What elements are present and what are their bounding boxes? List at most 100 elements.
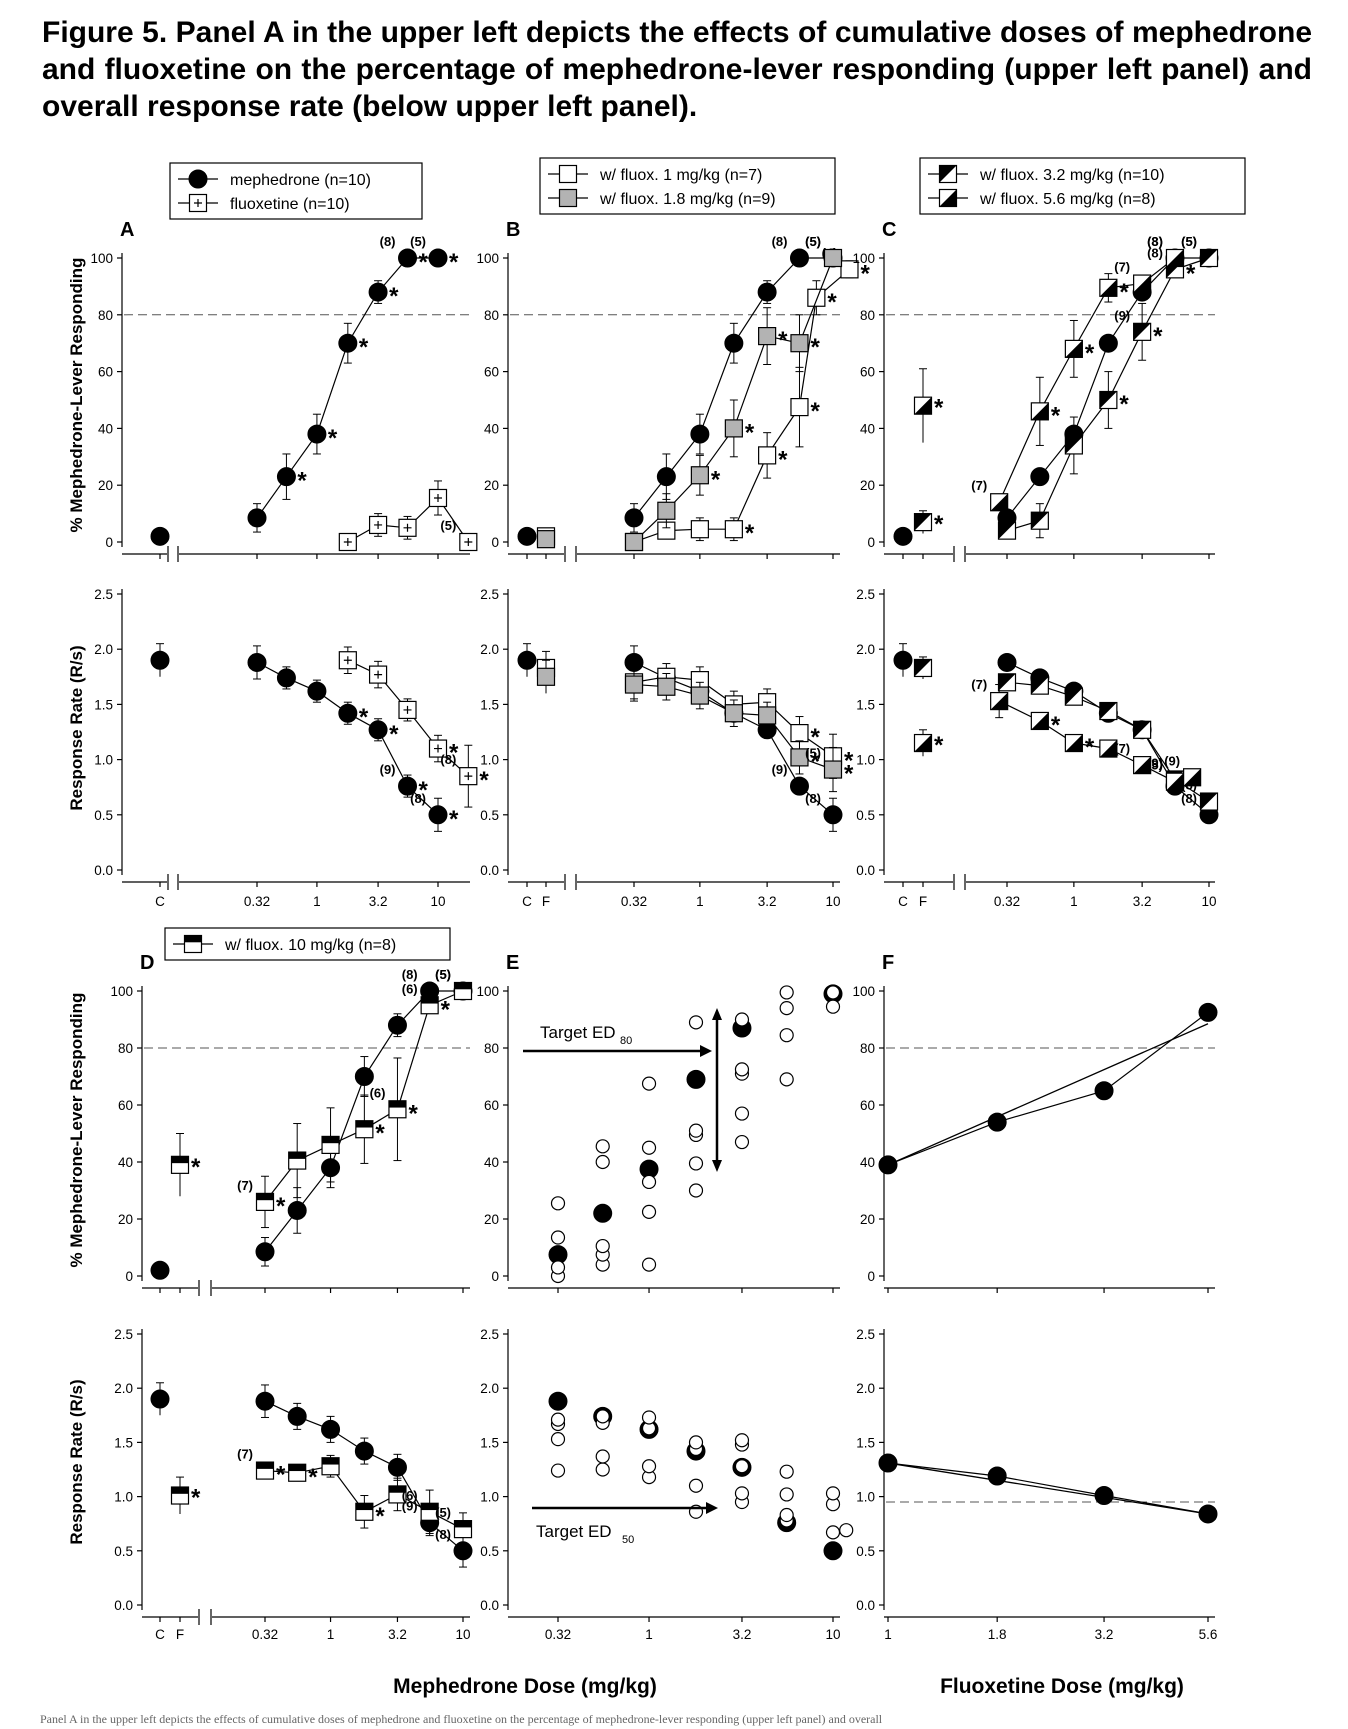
y-tick-label-F-percent-0: 0 — [867, 1269, 875, 1284]
data-point-E-percent-1-27 — [779, 985, 794, 1000]
x-tick-label-B-1: F — [542, 894, 550, 909]
data-point-C-rate-1-6-fill — [1200, 793, 1218, 811]
n-label-B-rate-0-5: (9) — [772, 762, 788, 777]
data-point-B-percent-2-4 — [758, 327, 777, 346]
y-tick-label-C-rate-4: 2.0 — [856, 642, 875, 657]
y-tick-label-A-rate-2: 1.0 — [94, 753, 113, 768]
panel-letter-D: D — [140, 952, 154, 974]
data-point-A-rate-0-5 — [398, 776, 418, 796]
y-tick-label-F-rate-4: 2.0 — [856, 1381, 875, 1396]
x-tick-label-D-4: 3.2 — [388, 1627, 407, 1642]
data-point-A-percent-1-3-plus — [434, 493, 442, 502]
y-tick-label-A-rate-0: 0.0 — [94, 863, 113, 878]
sig-star-C-rate-2-1: * — [1051, 712, 1061, 739]
data-point-A-rate-0-2 — [307, 681, 327, 701]
x-label-mephedrone: Mephedrone Dose (mg/kg) — [393, 1675, 657, 1698]
legend-marker-A-1-plus — [194, 199, 202, 207]
data-point-B-percent-0-5 — [789, 248, 809, 268]
data-point-A-rate-0-3 — [338, 703, 358, 723]
sig-star-B-rate-2-6: * — [844, 761, 854, 788]
data-point-D-rate-0-2 — [321, 1419, 341, 1439]
y-tick-label-B-percent-3: 60 — [484, 365, 499, 380]
x-tick-label-B-2: 0.32 — [621, 894, 647, 909]
y-tick-label-F-percent-2: 40 — [860, 1155, 875, 1170]
data-point-E-rate-1-15 — [688, 1435, 704, 1450]
y-tick-label-F-rate-3: 1.5 — [856, 1435, 875, 1450]
panel-letter-B: B — [506, 219, 520, 241]
y-tick-label-B-rate-3: 1.5 — [480, 697, 499, 712]
y-tick-label-D-rate-1: 0.5 — [114, 1544, 133, 1559]
plot-F-percent: 0 20 40 60 80 100 F — [852, 952, 1218, 1293]
y-tick-label-E-rate-3: 1.5 — [480, 1435, 499, 1450]
data-point-B-percent-1-2 — [690, 520, 709, 539]
n-label-D-percent-1-5: (6) — [402, 981, 418, 996]
data-point-D-percent-0-0 — [255, 1242, 275, 1262]
x-tick-label-D-5: 10 — [455, 1627, 470, 1642]
y-tick-label-B-percent-0: 0 — [491, 535, 499, 550]
sig-star-D-rate-1-0: * — [276, 1462, 286, 1489]
legend-label-C-0: w/ fluox. 3.2 mg/kg (n=10) — [979, 167, 1165, 184]
data-point-C-rate-1-1-fill — [1031, 677, 1049, 695]
panel-E: 0 20 40 60 80 100 E Target ED 80 0.0 0.5 1.0 1.5 2.0 2… — [476, 952, 854, 1642]
x-tick-label-D-1: F — [176, 1627, 184, 1642]
sig-star-A-rate-0-4: * — [389, 721, 399, 748]
control-marker-C-rate-2-0-fill — [914, 734, 932, 752]
sig-star-B-rate-1-6: * — [844, 747, 854, 774]
series-B-percent-2: * * * * (5) — [536, 234, 843, 552]
data-point-C-percent-2-1-fill — [1031, 402, 1049, 420]
figure-footer-text: Panel A in the upper left depicts the ef… — [40, 1712, 883, 1726]
y-tick-label-B-rate-5: 2.5 — [480, 587, 499, 602]
n-label-B-percent-0-6: (5) — [805, 234, 821, 249]
control-marker-C-percent-2-0-fill — [914, 397, 932, 415]
x-tick-label-E-2: 3.2 — [733, 1627, 752, 1642]
legend-label-A-1: fluoxetine (n=10) — [230, 196, 350, 213]
x-tick-label-C-1: F — [919, 894, 927, 909]
n-label-C-rate-0-6: (8) — [1181, 791, 1197, 806]
data-point-E-percent-1-20 — [734, 1106, 750, 1121]
legend-marker-C-0-fill — [939, 165, 957, 183]
x-tick-label-A-3: 3.2 — [369, 894, 388, 909]
sig-star-C-percent-1-4: * — [1153, 323, 1163, 350]
data-point-E-percent-1-7 — [595, 1154, 610, 1170]
series-E-rate-1 — [550, 1409, 854, 1540]
data-point-E-percent-1-6 — [595, 1238, 610, 1254]
y-tick-label-C-percent-2: 40 — [860, 421, 875, 436]
data-point-E-percent-1-17 — [688, 1123, 704, 1138]
data-point-B-percent-0-1 — [656, 467, 676, 487]
y-tick-label-C-rate-1: 0.5 — [856, 808, 875, 823]
data-point-E-percent-1-28 — [825, 999, 841, 1014]
control-marker-D-rate-0-0 — [150, 1389, 170, 1409]
x-label-fluoxetine: Fluoxetine Dose (mg/kg) — [940, 1675, 1184, 1698]
legend-D: w/ fluox. 10 mg/kg (n=8) — [164, 927, 451, 961]
n-label-B-percent-2-6: (5) — [805, 234, 821, 249]
data-point-C-percent-1-1-fill — [1031, 512, 1049, 530]
y-tick-label-C-rate-2: 1.0 — [856, 753, 875, 768]
data-point-E-rate-1-1 — [550, 1432, 566, 1447]
plot-F-rate: 0.0 0.5 1.0 1.5 2.0 2.5 1 1.8 3.2 5.6 — [856, 1327, 1218, 1642]
sig-star-B-percent-1-6: * — [827, 289, 837, 316]
data-point-C-rate-1-2-fill — [1065, 688, 1083, 706]
y-tick-label-A-percent-4: 80 — [98, 308, 113, 323]
n-label-C-percent-0-5: (8) — [1147, 234, 1163, 249]
legend-box-A — [169, 162, 423, 220]
data-point-D-percent-0-1 — [287, 1200, 307, 1220]
sig-star-A-rate-0-5: * — [419, 777, 429, 804]
n-label-C-percent-1-4: (9) — [1114, 308, 1130, 323]
n-label-A-rate-0-6: (8) — [410, 791, 426, 806]
y-tick-label-C-rate-3: 1.5 — [856, 697, 875, 712]
data-point-C-rate-0-0 — [997, 652, 1017, 672]
control-marker-B-percent-0-0 — [517, 526, 537, 546]
y-tick-label-B-rate-4: 2.0 — [480, 642, 499, 657]
data-point-C-percent-0-3 — [1098, 333, 1118, 353]
y-label-percent-bottom: % Mephedrone-Lever Responding — [67, 993, 86, 1268]
sig-star-B-percent-2-5: * — [810, 334, 820, 361]
sig-star-C-rate-2-2: * — [1085, 734, 1095, 761]
panel-F: 0 20 40 60 80 100 F 0.0 0.5 1.0 1.5 2.0 2.5 1 1.8 3.2 5.… — [852, 952, 1218, 1642]
sig-star-B-percent-1-7: * — [860, 260, 870, 287]
legend-label-B-0: w/ fluox. 1 mg/kg (n=7) — [599, 167, 762, 184]
control-marker-D-rate-1-0-fill — [171, 1487, 189, 1494]
panel-C: 0 20 40 60 80 100 (8) (5) * * * (9) * (8) (5) * (7) * * * (7… — [852, 157, 1246, 909]
data-point-A-percent-1-0-plus — [343, 538, 352, 546]
y-tick-label-D-rate-3: 1.5 — [114, 1435, 133, 1450]
data-point-E-rate-1-3 — [550, 1412, 566, 1427]
